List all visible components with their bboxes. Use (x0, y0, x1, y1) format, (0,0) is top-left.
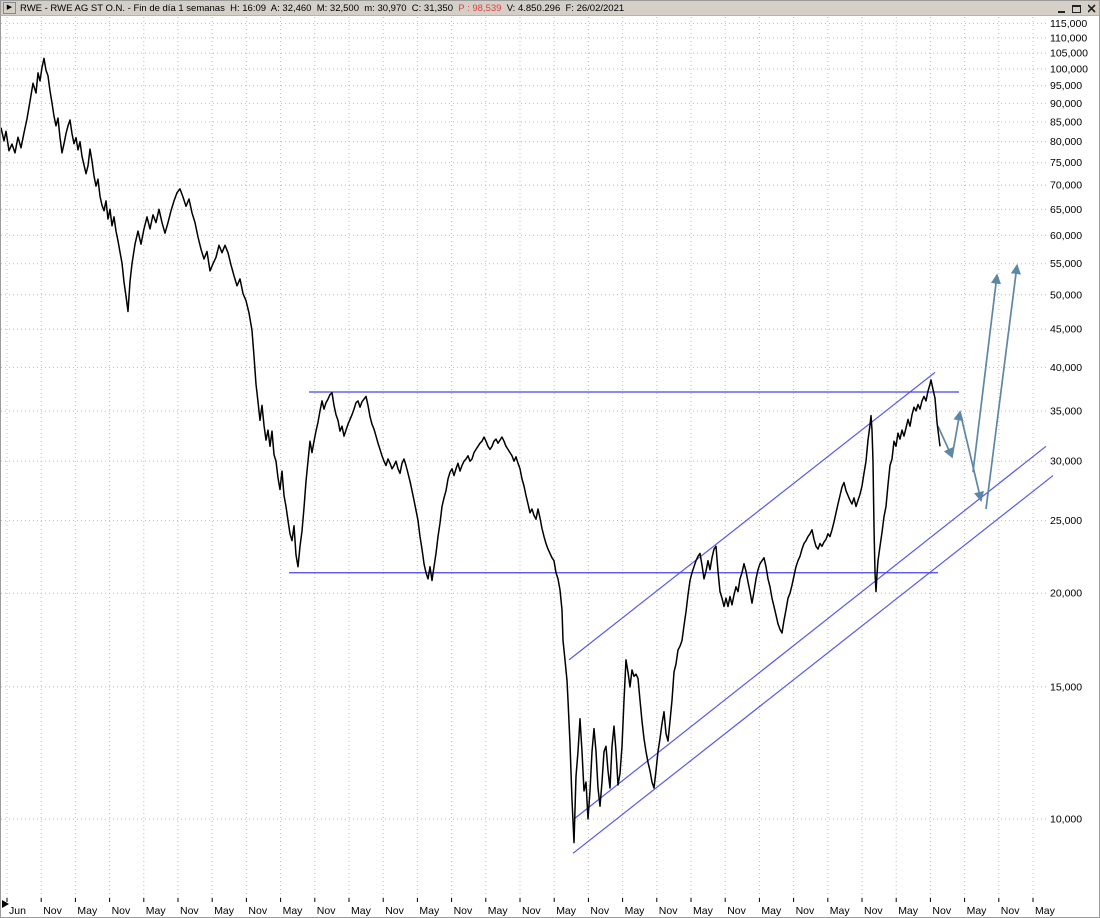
projection-down-2[interactable] (959, 411, 984, 502)
y-axis-label: 95,000 (1050, 80, 1082, 92)
y-axis-label: 55,000 (1050, 258, 1082, 270)
x-axis-label: May (488, 905, 509, 917)
x-axis-label: Nov (112, 905, 131, 917)
x-axis-label: Nov (317, 905, 336, 917)
y-axis-label: 100,000 (1050, 64, 1088, 76)
y-axis-label: 30,000 (1050, 456, 1082, 468)
x-axis-label: Nov (864, 905, 883, 917)
y-axis-label: 75,000 (1050, 157, 1082, 169)
x-axis-label: May (830, 905, 851, 917)
x-axis-label: May (693, 905, 714, 917)
y-axis-label: 15,000 (1050, 681, 1082, 693)
x-axis-label: May (214, 905, 235, 917)
y-axis-label: 105,000 (1050, 48, 1088, 60)
x-axis-label: May (967, 905, 988, 917)
x-axis-label: Nov (796, 905, 815, 917)
projection-up-target-2[interactable] (985, 263, 1021, 510)
quote-p-value: P : 98,539 (458, 2, 502, 14)
y-axis-label: 35,000 (1050, 405, 1082, 417)
x-axis-label: Nov (1001, 905, 1020, 917)
y-axis-label: 45,000 (1050, 324, 1082, 336)
x-axis-label: May (283, 905, 304, 917)
quote-volume-date-text: V: 4.850.296 F: 26/02/2021 (501, 2, 625, 14)
channel-lower[interactable] (572, 475, 1054, 854)
y-axis-label: 25,000 (1050, 515, 1082, 527)
y-axis-label: 70,000 (1050, 180, 1082, 192)
projection-up-1[interactable] (951, 410, 964, 457)
x-axis-label: Nov (248, 905, 267, 917)
y-axis-label: 65,000 (1050, 204, 1082, 216)
minimize-icon (1057, 11, 1065, 13)
x-axis-label: May (351, 905, 372, 917)
x-axis-label: May (556, 905, 577, 917)
x-axis-label: May (1035, 905, 1056, 917)
x-axis-label: Nov (659, 905, 678, 917)
titlebar[interactable]: ▶ RWE - RWE AG ST O.N. - Fin de día 1 se… (1, 1, 1099, 16)
y-axis-label: 10,000 (1050, 814, 1082, 826)
restore-button[interactable] (1071, 3, 1083, 13)
y-axis-label: 85,000 (1050, 116, 1082, 128)
y-axis-label: 115,000 (1050, 18, 1087, 30)
close-button[interactable] (1086, 3, 1098, 13)
x-axis-label: Nov (454, 905, 473, 917)
y-axis-label: 50,000 (1050, 289, 1082, 301)
minimize-button[interactable] (1056, 3, 1068, 13)
drawn-objects-layer (289, 263, 1054, 854)
quote-ohlc-text: H: 16:09 A: 32,460 M: 32,500 m: 30,970 C… (224, 2, 459, 14)
x-axis-label: Nov (43, 905, 62, 917)
window-controls (1056, 3, 1098, 13)
channel-upper[interactable] (568, 371, 936, 661)
y-axis-label: 40,000 (1050, 362, 1082, 374)
x-axis-label: May (625, 905, 646, 917)
y-axis-label: 20,000 (1050, 588, 1082, 600)
x-axis-label: May (419, 905, 440, 917)
axis-labels-layer: 115,000 110,000 105,000 100,000 95,000 90,000… (2, 18, 1088, 917)
restore-icon (1072, 5, 1081, 13)
price-series-line (1, 57, 941, 844)
price-series-layer (1, 57, 941, 844)
x-axis-label: May (761, 905, 782, 917)
projection-up-target-1[interactable] (972, 273, 1002, 473)
x-axis-label: May (77, 905, 98, 917)
chart-menu-icon[interactable]: ▶ (3, 2, 16, 14)
x-axis-label: Nov (932, 905, 951, 917)
y-axis-label: 80,000 (1050, 136, 1082, 148)
x-axis-label: May (146, 905, 167, 917)
x-axis-label: Nov (180, 905, 199, 917)
x-axis-label: Nov (522, 905, 541, 917)
y-axis-label: 90,000 (1050, 98, 1082, 110)
projection-down-1[interactable] (937, 425, 954, 459)
instrument-title: RWE - RWE AG ST O.N. - Fin de día 1 sema… (20, 2, 225, 14)
x-axis-label: Nov (727, 905, 746, 917)
data-start-arrow-icon[interactable] (2, 900, 9, 908)
x-axis-label: May (898, 905, 919, 917)
x-axis-label: Jun (9, 905, 26, 917)
channel-middle[interactable] (573, 445, 1047, 820)
close-icon (1087, 4, 1096, 13)
x-axis-label: Nov (385, 905, 404, 917)
window-title: RWE - RWE AG ST O.N. - Fin de día 1 sema… (20, 3, 1056, 14)
x-axis-label: Nov (590, 905, 609, 917)
y-axis-label: 60,000 (1050, 230, 1082, 242)
y-axis-label: 110,000 (1050, 32, 1087, 44)
grid-layer (1, 17, 1046, 898)
